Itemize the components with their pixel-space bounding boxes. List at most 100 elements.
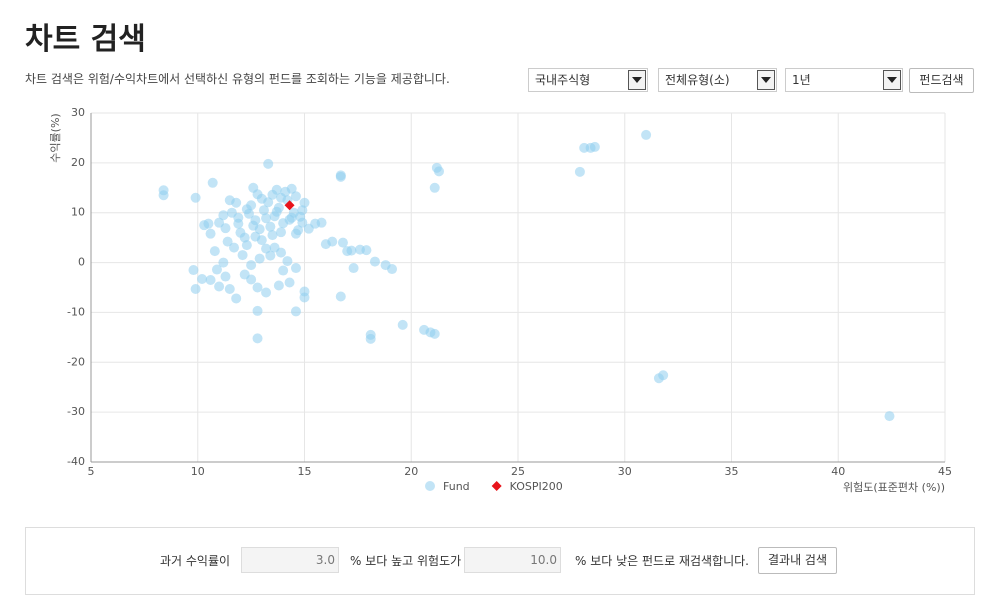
filter-label: % 보다 낮은 펀드로 재검색합니다.	[575, 554, 749, 568]
x-tick-label: 5	[88, 465, 95, 478]
point	[233, 212, 244, 223]
point	[429, 328, 440, 339]
filter-input[interactable]: 10.0	[464, 547, 561, 573]
point	[205, 228, 216, 239]
select[interactable]: 전체유형(소)	[658, 68, 777, 92]
point	[241, 240, 252, 251]
point	[286, 183, 297, 194]
point	[207, 177, 218, 188]
point	[271, 206, 282, 217]
point	[231, 197, 242, 208]
point	[278, 265, 289, 276]
point	[258, 205, 269, 216]
legend-label: KOSPI200	[510, 480, 563, 493]
point	[429, 182, 440, 193]
x-tick-label: 25	[511, 465, 525, 478]
select-text: 1년	[792, 73, 811, 87]
point	[190, 283, 201, 294]
point	[290, 263, 301, 274]
point	[239, 269, 250, 280]
x-axis-label: 위험도(표준편차 (%))	[843, 481, 945, 494]
page-title: 차트 검색	[25, 22, 146, 57]
point	[224, 283, 235, 294]
point	[316, 217, 327, 228]
filter-label: % 보다 높고 위험도가	[350, 554, 462, 568]
point	[335, 171, 346, 182]
point	[337, 237, 348, 248]
point	[397, 319, 408, 330]
point	[282, 256, 293, 267]
x-tick-label: 10	[191, 465, 205, 478]
point	[209, 246, 220, 257]
point	[252, 305, 263, 316]
x-tick-label: 30	[618, 465, 632, 478]
point	[327, 236, 338, 247]
point	[303, 223, 314, 234]
point	[369, 256, 380, 267]
point	[252, 333, 263, 344]
x-tick-label: 20	[404, 465, 418, 478]
point	[361, 245, 372, 256]
y-tick-label: -20	[67, 355, 85, 368]
point	[241, 204, 252, 215]
filter-input[interactable]: 3.0	[241, 547, 339, 573]
y-tick-label: -40	[67, 455, 85, 468]
filter-button[interactable]: 결과내 검색	[758, 547, 837, 574]
point	[284, 200, 295, 211]
y-tick-label: 10	[71, 206, 85, 219]
y-tick-label: -10	[67, 305, 85, 318]
point	[248, 220, 259, 231]
x-tick-label: 35	[725, 465, 739, 478]
point	[267, 189, 278, 200]
point	[589, 141, 600, 152]
point	[250, 231, 261, 242]
point	[286, 212, 297, 223]
x-tick-label: 15	[298, 465, 312, 478]
select-text: 국내주식형	[535, 73, 591, 87]
point	[220, 223, 231, 234]
point	[335, 291, 346, 302]
y-tick-label: 20	[71, 156, 85, 169]
select-text: 전체유형(소)	[665, 73, 730, 87]
point	[220, 271, 231, 282]
point	[261, 213, 272, 224]
point	[273, 280, 284, 291]
y-tick-label: 0	[78, 256, 85, 269]
point	[261, 243, 272, 254]
select[interactable]: 국내주식형	[528, 68, 648, 92]
description: 차트 검색은 위험/수익차트에서 선택하신 유형의 펀드를 조회하는 기능을 제…	[25, 72, 450, 86]
chart: -40 -30 -20 -10 0 10 20 30 5 10 15 20 25 30 35 40 45 수익률(…	[49, 106, 952, 494]
point	[290, 228, 301, 239]
point	[263, 158, 274, 169]
point	[261, 287, 272, 298]
point	[574, 166, 585, 177]
filter-box	[25, 527, 975, 595]
point	[211, 264, 222, 275]
point	[158, 190, 169, 201]
point	[346, 245, 357, 256]
point	[214, 281, 225, 292]
point	[197, 274, 208, 285]
point	[199, 220, 210, 231]
point	[297, 217, 308, 228]
point	[218, 210, 229, 221]
search-button[interactable]: 펀드검색	[909, 68, 974, 93]
legend-marker	[425, 481, 435, 491]
point	[188, 265, 199, 276]
y-axis-label: 수익률(%)	[49, 113, 62, 162]
point	[284, 277, 295, 288]
point	[658, 370, 669, 381]
point	[265, 221, 276, 232]
y-tick-label: 30	[71, 106, 85, 119]
point	[256, 193, 267, 204]
select[interactable]: 1년	[785, 68, 903, 92]
point	[387, 264, 398, 275]
point	[267, 230, 278, 241]
point	[434, 166, 445, 177]
point	[222, 236, 233, 247]
point	[884, 411, 895, 422]
filter-label: 과거 수익률이	[160, 554, 231, 568]
point	[290, 306, 301, 317]
point	[246, 260, 257, 271]
select-arrow	[883, 70, 901, 90]
